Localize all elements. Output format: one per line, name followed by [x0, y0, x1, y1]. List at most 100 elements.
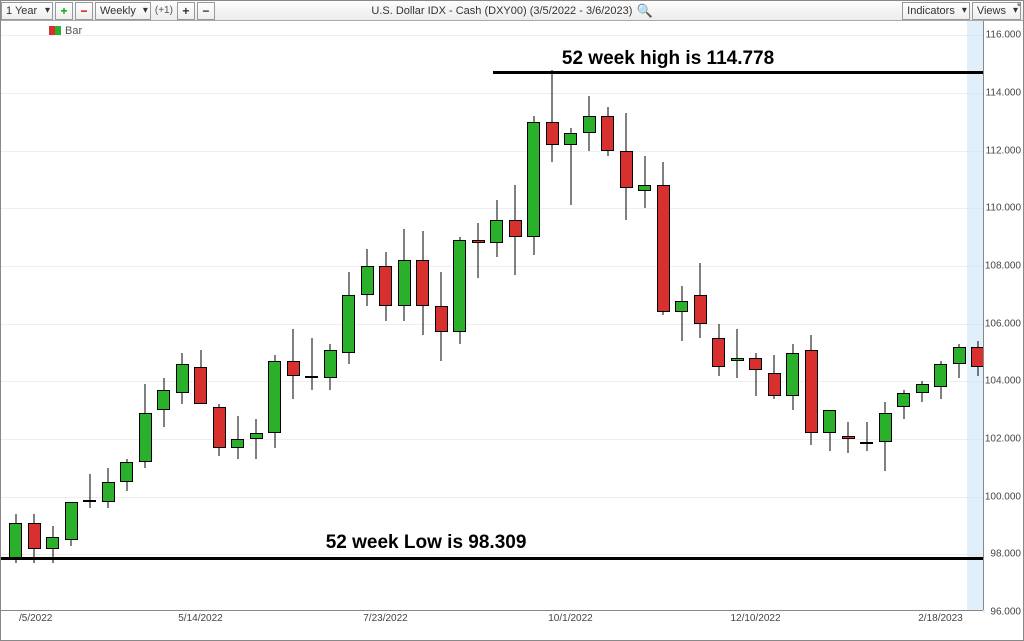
candle	[805, 21, 818, 612]
candle	[453, 21, 466, 612]
candle	[213, 21, 226, 612]
candle	[601, 21, 614, 612]
candle-wick	[89, 474, 90, 509]
search-icon[interactable]: 🔍	[636, 3, 652, 19]
candle	[638, 21, 651, 612]
candle	[379, 21, 392, 612]
candle	[768, 21, 781, 612]
candle	[268, 21, 281, 612]
candle-body	[379, 266, 392, 306]
y-tick-label: 116.000	[986, 30, 1021, 41]
candle	[9, 21, 22, 612]
zoom-out-button[interactable]: −	[75, 2, 93, 20]
chart-area: Bar 52 week high is 114.77852 week Low i…	[1, 21, 1023, 640]
candle-body	[786, 353, 799, 396]
candle-wick	[256, 419, 257, 459]
candle-body	[675, 301, 688, 313]
zoom-in-button[interactable]: +	[55, 2, 73, 20]
candle-body	[176, 364, 189, 393]
views-label: Views	[977, 5, 1006, 17]
candle-body	[305, 376, 318, 379]
candle-body	[102, 482, 115, 502]
timeframe-select[interactable]: 1 Year	[1, 2, 53, 20]
candle	[675, 21, 688, 612]
candle	[102, 21, 115, 612]
candle-body	[712, 338, 725, 367]
candle	[564, 21, 577, 612]
candle-body	[157, 390, 170, 410]
plot-region[interactable]: 52 week high is 114.77852 week Low is 98…	[1, 21, 985, 612]
candle-body	[509, 220, 522, 237]
candle	[28, 21, 41, 612]
candle	[250, 21, 263, 612]
candle-body	[897, 393, 910, 407]
indicators-select[interactable]: Indicators	[902, 2, 970, 20]
candle-wick	[478, 223, 479, 278]
offset-label: (+1)	[153, 5, 175, 16]
annotation-line	[1, 557, 985, 560]
candle	[879, 21, 892, 612]
candle-wick	[552, 70, 553, 162]
views-select[interactable]: Views	[972, 2, 1021, 20]
candle-body	[546, 122, 559, 145]
candle	[860, 21, 873, 612]
x-tick-label: 5/14/2022	[178, 613, 223, 624]
candle	[361, 21, 374, 612]
candle-body	[805, 350, 818, 434]
corner-marker: *	[1015, 1, 1023, 13]
toolbar-right-group: Indicators Views	[902, 2, 1023, 20]
candle-body	[916, 384, 929, 393]
candle-body	[28, 523, 41, 549]
interval-select[interactable]: Weekly	[95, 2, 151, 20]
y-tick-label: 112.000	[986, 145, 1021, 156]
x-axis: /5/20225/14/20227/23/202210/1/202212/10/…	[1, 610, 983, 640]
candle-body	[601, 116, 614, 151]
candle-body	[324, 350, 337, 379]
y-tick-label: 96.000	[990, 607, 1021, 618]
candle-body	[657, 185, 670, 312]
annotation-text: 52 week Low is 98.309	[326, 532, 527, 554]
candle-body	[694, 295, 707, 324]
candle-body	[472, 240, 485, 243]
candle-body	[398, 260, 411, 306]
toolbar-left-group: 1 Year + − Weekly (+1) + −	[1, 2, 215, 20]
candle-body	[860, 442, 873, 444]
chart-title: U.S. Dollar IDX - Cash (DXY00) (3/5/2022…	[371, 5, 632, 17]
candle-body	[361, 266, 374, 295]
candle-body	[65, 502, 78, 539]
candle	[46, 21, 59, 612]
y-tick-label: 110.000	[986, 203, 1021, 214]
candle-body	[83, 500, 96, 503]
toolbar: 1 Year + − Weekly (+1) + − U.S. Dollar I…	[1, 1, 1023, 21]
interval-label: Weekly	[100, 5, 136, 17]
indicators-label: Indicators	[907, 5, 955, 17]
y-tick-label: 98.000	[990, 549, 1021, 560]
candle	[416, 21, 429, 612]
x-tick-label: 10/1/2022	[548, 613, 593, 624]
shift-back-button[interactable]: −	[197, 2, 215, 20]
candle	[305, 21, 318, 612]
y-tick-label: 106.000	[985, 318, 1021, 329]
timeframe-label: 1 Year	[6, 5, 37, 17]
candle	[324, 21, 337, 612]
candle	[509, 21, 522, 612]
candle	[953, 21, 966, 612]
candle-body	[564, 133, 577, 145]
candle	[176, 21, 189, 612]
candle-body	[490, 220, 503, 243]
y-tick-label: 102.000	[985, 434, 1021, 445]
candle	[83, 21, 96, 612]
shift-forward-button[interactable]: +	[177, 2, 195, 20]
candle-body	[231, 439, 244, 448]
candle	[194, 21, 207, 612]
candle-body	[435, 306, 448, 332]
candle	[620, 21, 633, 612]
candle	[712, 21, 725, 612]
candle	[694, 21, 707, 612]
candle	[786, 21, 799, 612]
candle	[749, 21, 762, 612]
candle-body	[638, 185, 651, 191]
candle-body	[46, 537, 59, 549]
y-axis: 96.00098.000100.000102.000104.000106.000…	[983, 21, 1023, 610]
candle-body	[953, 347, 966, 364]
